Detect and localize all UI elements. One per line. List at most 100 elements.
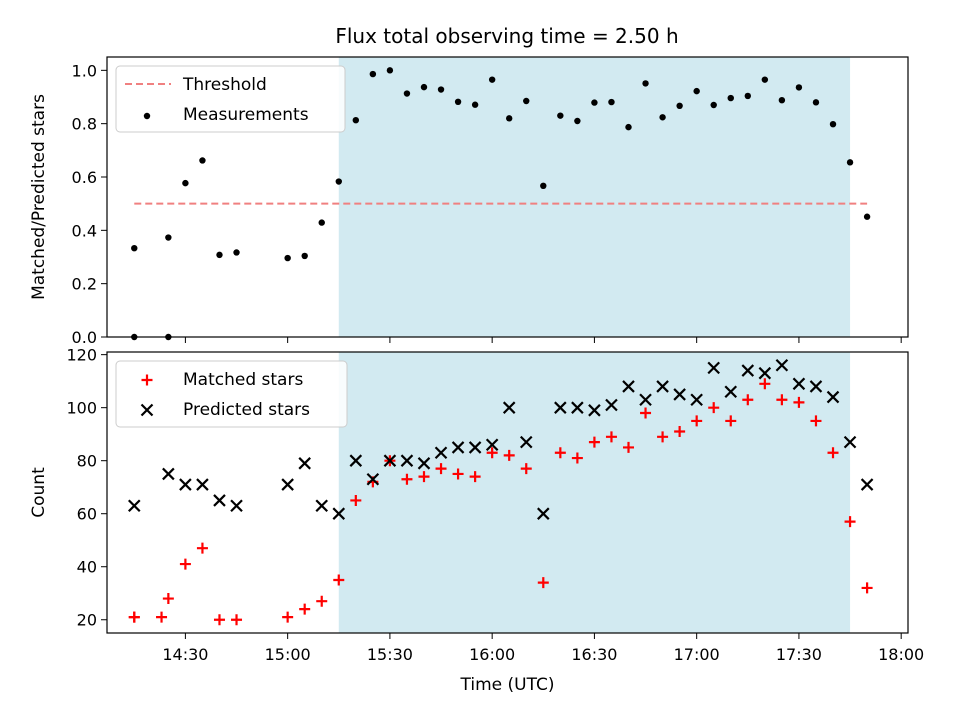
matched-star-point — [708, 402, 720, 414]
matched-star-point — [231, 614, 243, 626]
measurement-point — [574, 117, 581, 125]
matched-star-point — [162, 593, 174, 605]
matched-star-point — [588, 436, 600, 448]
predicted-star-point — [434, 446, 448, 460]
y-axis-label: Count — [29, 467, 49, 518]
predicted-star-point — [690, 393, 703, 406]
predicted-star-point — [843, 435, 857, 449]
matched-star-point — [827, 447, 839, 459]
predicted-star-point — [571, 401, 584, 414]
matched-star-point — [742, 394, 754, 406]
predicted-star-point — [605, 398, 618, 412]
matched-star-point — [452, 468, 464, 480]
matched-star-point — [503, 449, 515, 461]
y-axis-label: Matched/Predicted stars — [29, 94, 49, 300]
matched-star-point — [350, 494, 362, 506]
matched-star-point — [196, 542, 208, 554]
measurement-point — [693, 87, 700, 95]
matched-star-point — [623, 441, 635, 453]
bottom-panel: 20 40 60 80 100 120 14:30 15:00 15:30 16:00 16:30 1… — [29, 346, 924, 695]
measurement-point — [523, 97, 530, 105]
x-tick-label: 17:30 — [776, 645, 822, 664]
measurement-point — [318, 219, 325, 226]
measurement-point — [659, 114, 666, 121]
predicted-star-point — [383, 454, 397, 467]
x-tick-label: 16:30 — [571, 645, 617, 664]
predicted-star-point — [468, 441, 482, 454]
measurement-point — [846, 159, 854, 166]
predicted-star-point — [826, 390, 840, 404]
predicted-star-point — [485, 438, 499, 452]
y-tick-label: 0.8 — [72, 115, 97, 134]
matched-star-point — [299, 603, 311, 615]
measurement-point — [744, 92, 751, 100]
bottom-legend: Matched stars Predicted stars — [115, 360, 348, 428]
matched-star-point — [213, 614, 225, 626]
top-legend: Threshold Measurements — [115, 65, 346, 133]
predicted-star-point — [622, 380, 635, 393]
predicted-star-point — [502, 401, 516, 414]
legend-predicted-label: Predicted stars — [183, 400, 310, 420]
measurement-point — [386, 67, 394, 74]
measurement-point — [625, 123, 632, 131]
measurement-point — [642, 80, 649, 87]
matched-star-point — [725, 415, 737, 427]
predicted-star-point — [860, 478, 874, 491]
matched-star-point — [554, 447, 566, 459]
x-tick-label: 18:00 — [878, 645, 924, 664]
y-tick-label: 60 — [77, 505, 97, 524]
x-tick-label: 15:30 — [367, 645, 413, 664]
legend-matched-swatch — [141, 374, 153, 386]
top-panel: 0.0 0.2 0.4 0.6 0.8 1.0 Matched/Predicted star… — [29, 56, 909, 347]
predicted-star-point — [519, 435, 533, 449]
x-tick-label: 14:30 — [162, 645, 208, 664]
measurement-point — [540, 182, 547, 189]
measurement-point — [437, 86, 445, 93]
predicted-star-point — [315, 499, 329, 513]
measurement-point — [795, 84, 803, 91]
highlight-span — [338, 352, 851, 633]
matched-star-point — [657, 431, 669, 443]
measurement-point — [165, 234, 172, 241]
measurement-point — [335, 178, 342, 185]
x-tick-label: 17:00 — [674, 645, 720, 664]
measurement-point — [812, 99, 820, 106]
legend-matched-label: Matched stars — [183, 370, 303, 390]
legend-threshold-label: Threshold — [182, 75, 267, 95]
predicted-star-point — [537, 507, 550, 520]
measurement-point — [557, 112, 564, 119]
measurement-point — [369, 70, 377, 78]
matched-star-point — [282, 611, 294, 623]
matched-star-point — [691, 415, 703, 427]
predicted-star-point — [724, 385, 738, 399]
predicted-star-point — [400, 454, 414, 467]
x-axis-label: Time (UTC) — [460, 675, 555, 695]
y-tick-label: 0.4 — [72, 221, 97, 240]
predicted-star-point — [332, 507, 346, 520]
predicted-star-point — [281, 478, 294, 491]
predicted-star-point — [417, 457, 431, 470]
predicted-star-point — [451, 441, 465, 454]
measurement-point — [454, 98, 462, 106]
matched-star-point — [776, 394, 788, 406]
x-tick-label: 15:00 — [265, 645, 311, 664]
predicted-star-point — [639, 393, 652, 406]
predicted-star-point — [758, 366, 772, 380]
legend-box — [115, 65, 346, 133]
measurement-point — [727, 94, 734, 102]
measurement-point — [233, 249, 240, 256]
y-tick-label: 0.0 — [72, 328, 97, 347]
y-tick-label: 120 — [66, 346, 97, 365]
measurement-point — [778, 97, 786, 104]
matched-star-point — [793, 396, 805, 408]
y-tick-label: 100 — [66, 399, 97, 418]
predicted-star-point — [162, 467, 175, 481]
predicted-star-point — [298, 457, 311, 470]
predicted-star-point — [673, 388, 686, 401]
predicted-star-point — [792, 377, 806, 391]
matched-star-point — [128, 611, 140, 623]
predicted-star-point — [741, 364, 755, 377]
matched-star-point — [316, 595, 328, 607]
measurement-point — [216, 251, 223, 259]
measurement-point — [506, 115, 513, 122]
